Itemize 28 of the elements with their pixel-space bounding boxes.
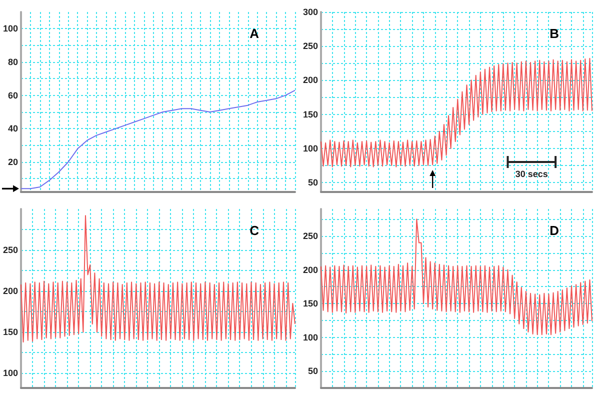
text: B <box>550 26 559 41</box>
text: A <box>250 26 260 41</box>
y-tick-label: 250 <box>2 245 18 256</box>
line-series <box>320 58 592 168</box>
line-series <box>320 218 592 336</box>
line-series <box>20 215 296 343</box>
y-tick-label: 100 <box>302 332 318 342</box>
y-tick-label: 20 <box>8 157 18 167</box>
y-tick-label: 100 <box>2 24 18 34</box>
y-tick-label: 150 <box>302 109 318 120</box>
y-tick-label: 40 <box>8 124 18 134</box>
text: D <box>550 223 559 238</box>
y-tick-label: 100 <box>2 368 18 378</box>
y-tick-label: 200 <box>302 264 318 275</box>
y-tick-label: 300 <box>302 7 318 17</box>
annotation: 30 secs <box>515 169 548 179</box>
y-tick-label: 250 <box>302 231 318 242</box>
y-tick-label: 150 <box>2 327 18 338</box>
y-tick-label: 80 <box>8 57 18 67</box>
y-tick-label: 100 <box>302 143 318 154</box>
line-series <box>20 90 296 190</box>
y-tick-label: 200 <box>2 286 18 296</box>
y-tick-label: 50 <box>308 177 318 188</box>
y-tick-label: 60 <box>8 90 18 100</box>
y-tick-label: 150 <box>302 298 318 309</box>
y-tick-label: 200 <box>302 75 318 86</box>
y-tick-label: 50 <box>308 366 318 376</box>
y-tick-label: 250 <box>302 41 318 52</box>
